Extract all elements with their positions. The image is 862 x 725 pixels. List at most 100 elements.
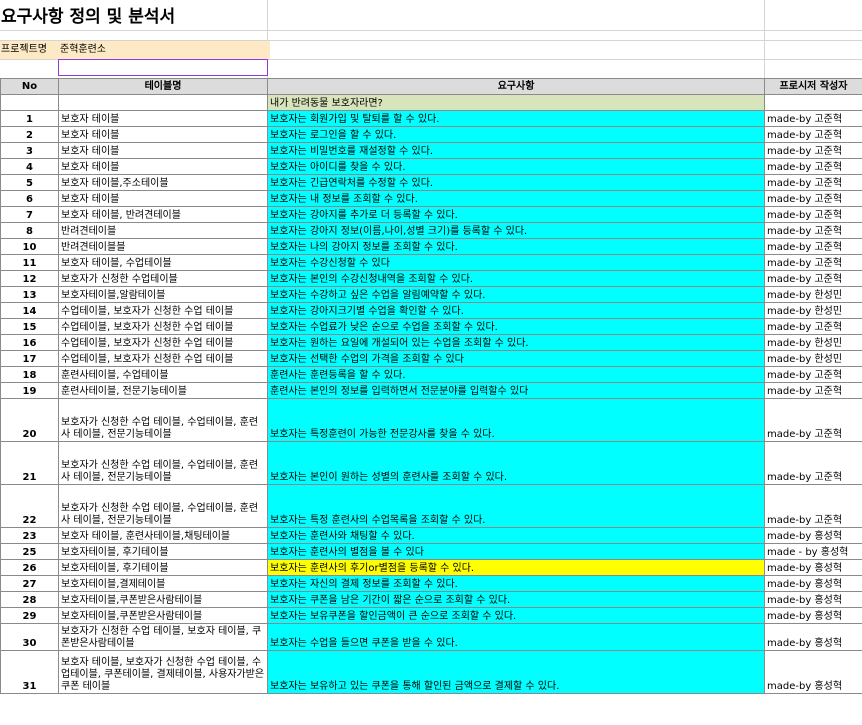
requirement-cell[interactable]: 보호자는 보유쿠폰을 할인금액이 큰 순으로 조회할 수 있다. — [267, 607, 765, 624]
row-number-cell[interactable]: 12 — [0, 270, 59, 287]
author-cell[interactable]: made-by 한성민 — [764, 286, 862, 303]
project-label[interactable]: 프로젝트명 — [0, 41, 58, 59]
table-cell[interactable] — [58, 94, 268, 111]
row-number-cell[interactable]: 25 — [0, 543, 59, 560]
author-cell[interactable]: made-by 고준혁 — [764, 174, 862, 191]
table-name-cell[interactable]: 보호자 테이블, 보호자가 신청한 수업 테이블, 수업테이블, 쿠폰테이블, … — [58, 650, 268, 694]
author-cell[interactable]: made-by 한성민 — [764, 334, 862, 351]
author-cell[interactable]: made-by 고준혁 — [764, 142, 862, 159]
column-header-requirement[interactable]: 요구사항 — [267, 78, 765, 95]
requirement-cell[interactable]: 보호자는 아이디를 찾을 수 있다. — [267, 158, 765, 175]
author-cell[interactable]: made-by 고준혁 — [764, 110, 862, 127]
author-cell[interactable]: made-by 고준혁 — [764, 238, 862, 255]
requirement-cell[interactable]: 보호자는 로그인을 할 수 있다. — [267, 126, 765, 143]
requirement-cell[interactable]: 보호자는 수업을 들으면 쿠폰을 받을 수 있다. — [267, 623, 765, 651]
requirement-cell[interactable]: 보호자는 수강신청할 수 있다 — [267, 254, 765, 271]
row-number-cell[interactable]: 21 — [0, 441, 59, 485]
author-cell[interactable]: made-by 한성민 — [764, 302, 862, 319]
row-number-cell[interactable]: 3 — [0, 142, 59, 159]
table-name-cell[interactable]: 수업테이블, 보호자가 신청한 수업 테이블 — [58, 318, 268, 335]
table-name-cell[interactable]: 반려견테이블블 — [58, 238, 268, 255]
table-name-cell[interactable]: 보호자가 신청한 수업 테이블, 보호자 테이블, 쿠폰받은사람테이블 — [58, 623, 268, 651]
table-name-cell[interactable]: 보호자테이블, 후기테이블 — [58, 543, 268, 560]
row-number-cell[interactable]: 23 — [0, 527, 59, 544]
row-number-cell[interactable]: 16 — [0, 334, 59, 351]
row-number-cell[interactable]: 26 — [0, 559, 59, 576]
row-number-cell[interactable]: 30 — [0, 623, 59, 651]
table-name-cell[interactable]: 보호자 테이블,주소테이블 — [58, 174, 268, 191]
requirement-cell[interactable]: 보호자는 내 정보를 조회할 수 있다. — [267, 190, 765, 207]
author-cell[interactable]: made-by 고준혁 — [764, 366, 862, 383]
author-cell[interactable]: made-by 고준혁 — [764, 190, 862, 207]
table-name-cell[interactable]: 보호자 테이블, 반려견테이블 — [58, 206, 268, 223]
table-name-cell[interactable]: 보호자가 신청한 수업 테이블, 수업테이블, 훈련사 테이블, 전문기능테이블 — [58, 484, 268, 528]
requirement-cell[interactable]: 보호자는 수업료가 낮은 순으로 수업을 조회할 수 있다. — [267, 318, 765, 335]
table-name-cell[interactable]: 수업테이블, 보호자가 신청한 수업 테이블 — [58, 334, 268, 351]
author-cell[interactable]: made-by 고준혁 — [764, 382, 862, 399]
column-header-table-name[interactable]: 테이블명 — [58, 78, 268, 95]
requirement-cell[interactable]: 보호자는 훈련사와 채팅할 수 있다. — [267, 527, 765, 544]
row-number-cell[interactable]: 18 — [0, 366, 59, 383]
table-name-cell[interactable]: 보호자 테이블 — [58, 142, 268, 159]
requirement-cell[interactable]: 훈련사는 훈련등록을 할 수 있다. — [267, 366, 765, 383]
requirement-cell[interactable]: 보호자는 긴급연락처를 수정할 수 있다. — [267, 174, 765, 191]
row-number-cell[interactable]: 29 — [0, 607, 59, 624]
row-number-cell[interactable]: 15 — [0, 318, 59, 335]
requirement-cell[interactable]: 보호자는 선택한 수업의 가격을 조회할 수 있다 — [267, 350, 765, 367]
table-cell[interactable] — [0, 94, 59, 111]
row-number-cell[interactable]: 28 — [0, 591, 59, 608]
table-name-cell[interactable]: 반려견테이블 — [58, 222, 268, 239]
row-number-cell[interactable]: 14 — [0, 302, 59, 319]
table-name-cell[interactable]: 보호자테이블,알람테이블 — [58, 286, 268, 303]
row-number-cell[interactable]: 6 — [0, 190, 59, 207]
requirement-cell[interactable]: 보호자는 강아지크기별 수업을 확인할 수 있다. — [267, 302, 765, 319]
table-name-cell[interactable]: 훈련사테이블, 전문기능테이블 — [58, 382, 268, 399]
requirement-cell[interactable]: 보호자는 강아지 정보(이름,나이,성별 크기)를 등록할 수 있다. — [267, 222, 765, 239]
requirement-cell[interactable]: 보호자는 훈련사의 별점을 볼 수 있다 — [267, 543, 765, 560]
author-cell[interactable]: made - by 홍성혁 — [764, 543, 862, 560]
row-number-cell[interactable]: 17 — [0, 350, 59, 367]
author-cell[interactable]: made-by 고준혁 — [764, 318, 862, 335]
page-title[interactable]: 요구사항 정의 및 분석서 — [1, 7, 176, 27]
requirement-cell[interactable]: 보호자는 특정 훈련사의 수업목록을 조회할 수 있다. — [267, 484, 765, 528]
table-cell[interactable] — [764, 94, 862, 111]
table-name-cell[interactable]: 수업테이블, 보호자가 신청한 수업 테이블 — [58, 350, 268, 367]
row-number-cell[interactable]: 2 — [0, 126, 59, 143]
requirement-cell[interactable]: 보호자는 비밀번호를 재설정할 수 있다. — [267, 142, 765, 159]
requirement-cell[interactable]: 보호자는 특정훈련이 가능한 전문강사를 찾을 수 있다. — [267, 398, 765, 442]
row-number-cell[interactable]: 4 — [0, 158, 59, 175]
row-number-cell[interactable]: 22 — [0, 484, 59, 528]
requirement-cell[interactable]: 보호자는 훈련사의 후기or별점을 등록할 수 있다. — [267, 559, 765, 576]
row-number-cell[interactable]: 1 — [0, 110, 59, 127]
table-name-cell[interactable]: 보호자테이블,결제테이블 — [58, 575, 268, 592]
requirement-cell[interactable]: 보호자는 자신의 결제 정보를 조회할 수 있다. — [267, 575, 765, 592]
row-number-cell[interactable]: 31 — [0, 650, 59, 694]
project-name-cell[interactable]: 준혁훈련소 — [58, 41, 270, 59]
row-number-cell[interactable]: 13 — [0, 286, 59, 303]
row-number-cell[interactable]: 27 — [0, 575, 59, 592]
table-name-cell[interactable]: 보호자 테이블, 훈련사테이블,채팅테이블 — [58, 527, 268, 544]
requirement-cell[interactable]: 보호자는 나의 강아지 정보를 조회할 수 있다. — [267, 238, 765, 255]
requirement-cell[interactable]: 보호자는 본인이 원하는 성별의 훈련사를 조회할 수 있다. — [267, 441, 765, 485]
table-name-cell[interactable]: 보호자가 신청한 수업테이블 — [58, 270, 268, 287]
row-number-cell[interactable]: 11 — [0, 254, 59, 271]
table-name-cell[interactable]: 보호자테이블,쿠폰받은사람테이블 — [58, 607, 268, 624]
table-name-cell[interactable]: 보호자 테이블 — [58, 158, 268, 175]
section-title-cell[interactable]: 내가 반려동물 보호자라면? — [267, 94, 765, 111]
author-cell[interactable]: made-by 홍성혁 — [764, 575, 862, 592]
table-name-cell[interactable]: 보호자 테이블 — [58, 110, 268, 127]
author-cell[interactable]: made-by 고준혁 — [764, 270, 862, 287]
author-cell[interactable]: made-by 고준혁 — [764, 126, 862, 143]
author-cell[interactable]: made-by 고준혁 — [764, 158, 862, 175]
requirement-cell[interactable]: 보호자는 본인의 수강신청내역을 조회할 수 있다. — [267, 270, 765, 287]
table-name-cell[interactable]: 보호자 테이블 — [58, 126, 268, 143]
table-name-cell[interactable]: 보호자 테이블, 수업테이블 — [58, 254, 268, 271]
table-name-cell[interactable]: 보호자 테이블 — [58, 190, 268, 207]
row-number-cell[interactable]: 5 — [0, 174, 59, 191]
requirement-cell[interactable]: 훈련사는 본인의 정보를 입력하면서 전문분야를 입력할수 있다 — [267, 382, 765, 399]
row-number-cell[interactable]: 10 — [0, 238, 59, 255]
author-cell[interactable]: made-by 홍성혁 — [764, 559, 862, 576]
column-header-author[interactable]: 프로시저 작성자 — [764, 78, 862, 95]
requirement-cell[interactable]: 보호자는 보유하고 있는 쿠폰을 통해 할인된 금액으로 결제할 수 있다. — [267, 650, 765, 694]
author-cell[interactable]: made-by 홍성혁 — [764, 527, 862, 544]
